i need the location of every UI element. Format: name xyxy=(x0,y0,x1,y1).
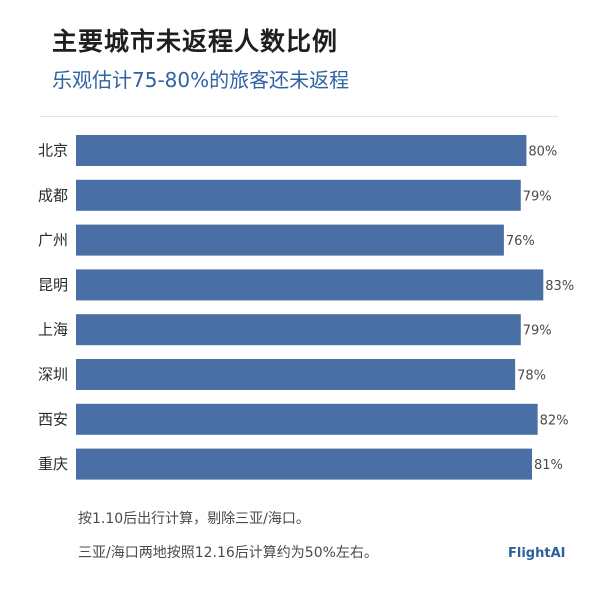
bar xyxy=(76,135,527,166)
category-label: 北京 xyxy=(38,142,68,160)
footnote-2: 三亚/海口两地按照12.16后计算约为50%左右。 xyxy=(78,545,378,561)
bar xyxy=(76,224,504,256)
bar xyxy=(76,269,544,301)
category-label: 西安 xyxy=(38,410,68,428)
bar xyxy=(76,359,516,390)
value-label: 83% xyxy=(545,279,574,294)
category-label: 上海 xyxy=(38,321,68,339)
bar xyxy=(76,448,533,480)
value-label: 81% xyxy=(534,458,563,473)
bar xyxy=(76,314,521,346)
category-label: 广州 xyxy=(38,231,68,249)
value-label: 79% xyxy=(523,324,552,339)
bar xyxy=(76,403,538,435)
bar xyxy=(76,179,521,211)
category-label: 成都 xyxy=(38,186,68,204)
footnote-1: 按1.10后出行计算，剔除三亚/海口。 xyxy=(78,511,310,527)
brand-logo-text: FlightAI xyxy=(508,546,566,561)
value-label: 80% xyxy=(528,145,557,160)
category-label: 昆明 xyxy=(38,276,68,294)
value-label: 76% xyxy=(506,234,535,249)
category-label: 深圳 xyxy=(38,366,68,384)
category-label: 重庆 xyxy=(38,455,68,473)
value-label: 82% xyxy=(540,413,569,428)
title-divider xyxy=(40,116,558,117)
value-label: 79% xyxy=(523,189,552,204)
value-label: 78% xyxy=(517,369,546,384)
chart-title: 主要城市未返程人数比例 xyxy=(52,27,339,56)
chart-subtitle: 乐观估计75-80%的旅客还未返程 xyxy=(52,68,350,92)
